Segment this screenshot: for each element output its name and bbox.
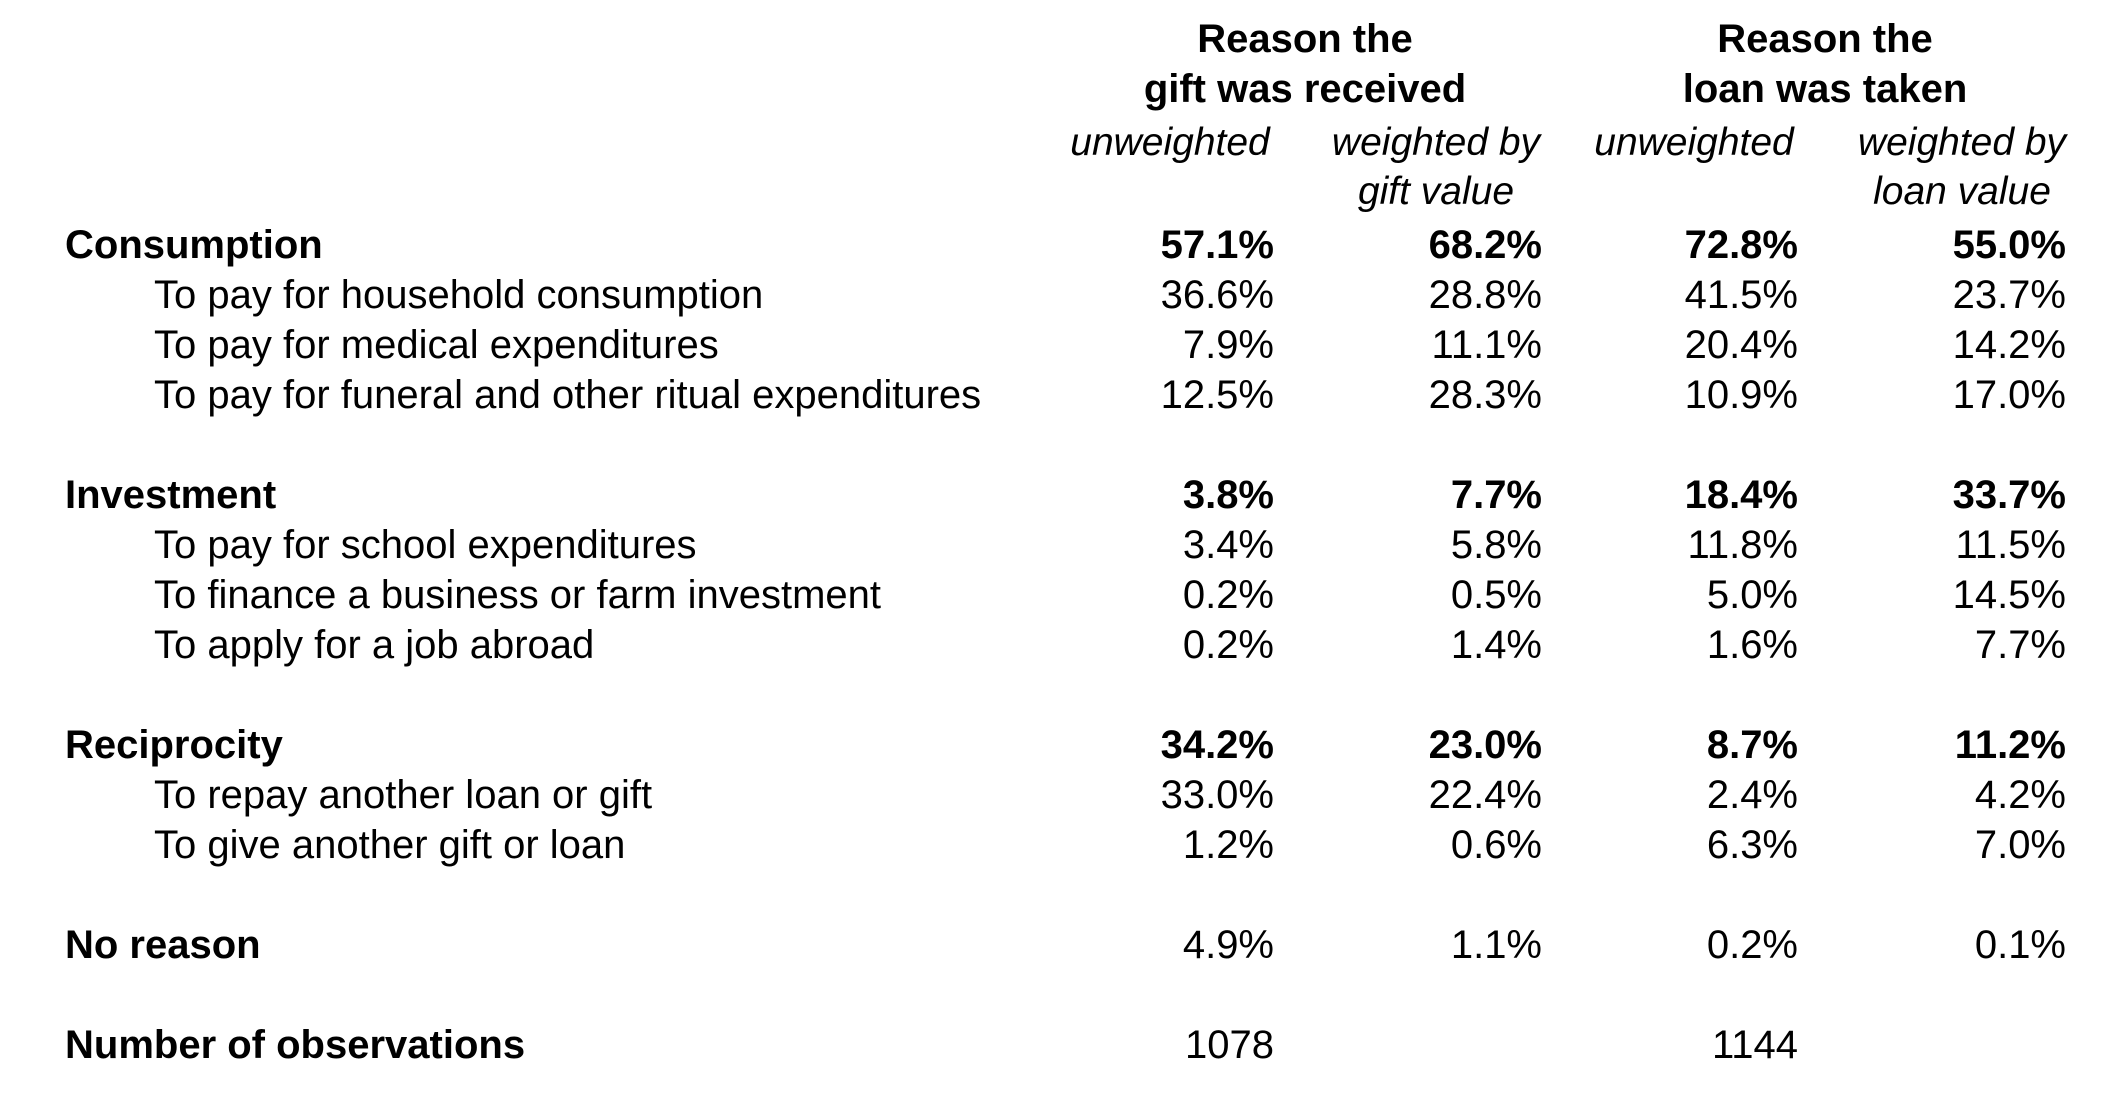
loan-group-header-line-1: Reason the: [1717, 17, 1933, 61]
table-row: To pay for household consumption 36.6% 2…: [0, 270, 2112, 320]
gift-unweighted-cell: 57.1%: [1160, 223, 1274, 267]
gift-group-header-line-1: Reason the: [1197, 17, 1413, 61]
gift-weighted-cell: 23.0%: [1428, 723, 1542, 767]
gift-unweighted-cell: 36.6%: [1160, 273, 1274, 317]
loan-weighted-cell: 0.1%: [1974, 923, 2066, 967]
gift-unweighted-cell: 3.4%: [1182, 523, 1274, 567]
gift-weighted-cell: 68.2%: [1428, 223, 1542, 267]
loan-unweighted-cell: 0.2%: [1706, 923, 1798, 967]
row-label: Reciprocity: [65, 723, 283, 767]
row-label: Number of observations: [65, 1023, 526, 1067]
loan-group-header: Reason the loan was taken: [1560, 14, 2090, 114]
table-row-investment: Investment 3.8% 7.7% 18.4% 33.7%: [0, 470, 2112, 520]
gift-unweighted-cell: 7.9%: [1182, 323, 1274, 367]
loan-weighted-cell: 4.2%: [1974, 773, 2066, 817]
table-row: To finance a business or farm investment…: [0, 570, 2112, 620]
loan-unweighted-cell: 5.0%: [1706, 573, 1798, 617]
table-row: To repay another loan or gift 33.0% 22.4…: [0, 770, 2112, 820]
loan-unweighted-cell: 10.9%: [1684, 373, 1798, 417]
loan-weighted-header: weighted by loan value: [1826, 118, 2098, 216]
row-label: To pay for school expenditures: [154, 523, 697, 567]
loan-unweighted-header: unweighted: [1576, 118, 1812, 167]
loan-group-header-line-2: loan was taken: [1682, 67, 1968, 111]
gift-weighted-header: weighted by gift value: [1300, 118, 1572, 216]
gift-weighted-cell: 0.5%: [1450, 573, 1542, 617]
loan-weighted-cell: 14.5%: [1952, 573, 2066, 617]
loan-weighted-cell: 55.0%: [1952, 223, 2066, 267]
loan-unweighted-cell: 1.6%: [1706, 623, 1798, 667]
table-row: To pay for school expenditures 3.4% 5.8%…: [0, 520, 2112, 570]
gift-weighted-cell: 1.1%: [1450, 923, 1542, 967]
row-label: To pay for funeral and other ritual expe…: [154, 373, 982, 417]
gift-unweighted-cell: 0.2%: [1182, 573, 1274, 617]
loan-weighted-cell: 14.2%: [1952, 323, 2066, 367]
gift-weighted-cell: 5.8%: [1450, 523, 1542, 567]
row-label: To apply for a job abroad: [154, 623, 595, 667]
gift-unweighted-header: unweighted: [1052, 118, 1288, 167]
gift-weighted-cell: 11.1%: [1431, 323, 1542, 367]
loan-weighted-cell: 11.5%: [1955, 523, 2066, 567]
loan-unweighted-cell: 18.4%: [1684, 473, 1798, 517]
gift-weighted-cell: 0.6%: [1450, 823, 1542, 867]
row-label: To finance a business or farm investment: [154, 573, 882, 617]
loan-weighted-cell: 23.7%: [1952, 273, 2066, 317]
gift-unweighted-cell: 3.8%: [1182, 473, 1274, 517]
row-label: To repay another loan or gift: [154, 773, 653, 817]
loan-unweighted-cell: 41.5%: [1684, 273, 1798, 317]
loan-weighted-cell: 11.2%: [1954, 723, 2066, 767]
gift-unweighted-cell: 1.2%: [1182, 823, 1274, 867]
gift-group-header-line-2: gift was received: [1143, 67, 1467, 111]
loan-unweighted-cell: 11.8%: [1687, 523, 1798, 567]
gift-unweighted-cell: 12.5%: [1160, 373, 1274, 417]
table-row: To pay for funeral and other ritual expe…: [0, 370, 2112, 420]
row-label: To pay for household consumption: [154, 273, 764, 317]
gift-weighted-line-1: weighted by: [1331, 121, 1541, 164]
table-row: To pay for medical expenditures 7.9% 11.…: [0, 320, 2112, 370]
gift-observations-cell: 1078: [1185, 1023, 1274, 1067]
loan-weighted-cell: 33.7%: [1952, 473, 2066, 517]
row-label: To give another gift or loan: [154, 823, 626, 867]
row-label: Investment: [65, 473, 277, 517]
gift-unweighted-cell: 0.2%: [1182, 623, 1274, 667]
gift-unweighted-cell: 33.0%: [1160, 773, 1274, 817]
table-row-observations: Number of observations 1078 1144: [0, 1020, 2112, 1070]
gift-weighted-cell: 7.7%: [1450, 473, 1542, 517]
gift-weighted-cell: 1.4%: [1450, 623, 1542, 667]
row-label: No reason: [65, 923, 261, 967]
row-label: To pay for medical expenditures: [154, 323, 719, 367]
gift-group-header: Reason the gift was received: [1040, 14, 1570, 114]
loan-unweighted-cell: 8.7%: [1706, 723, 1798, 767]
loan-weighted-cell: 7.0%: [1974, 823, 2066, 867]
loan-observations-cell: 1144: [1711, 1023, 1798, 1067]
loan-unweighted-cell: 20.4%: [1684, 323, 1798, 367]
table-row-reciprocity: Reciprocity 34.2% 23.0% 8.7% 11.2%: [0, 720, 2112, 770]
loan-unweighted-label: unweighted: [1594, 121, 1794, 164]
table-row: To give another gift or loan 1.2% 0.6% 6…: [0, 820, 2112, 870]
row-label: Consumption: [65, 223, 323, 267]
loan-unweighted-cell: 72.8%: [1684, 223, 1798, 267]
loan-weighted-cell: 7.7%: [1974, 623, 2066, 667]
gift-unweighted-label: unweighted: [1070, 121, 1270, 164]
loan-weighted-line-2: loan value: [1873, 170, 2051, 213]
gift-weighted-cell: 22.4%: [1428, 773, 1542, 817]
gift-unweighted-cell: 4.9%: [1182, 923, 1274, 967]
loan-unweighted-cell: 2.4%: [1706, 773, 1798, 817]
gift-weighted-cell: 28.3%: [1428, 373, 1542, 417]
table-row-consumption: Consumption 57.1% 68.2% 72.8% 55.0%: [0, 220, 2112, 270]
loan-weighted-line-1: weighted by: [1857, 121, 2067, 164]
gift-unweighted-cell: 34.2%: [1160, 723, 1274, 767]
table-row-no-reason: No reason 4.9% 1.1% 0.2% 0.1%: [0, 920, 2112, 970]
gift-weighted-line-2: gift value: [1357, 170, 1515, 213]
table-row: To apply for a job abroad 0.2% 1.4% 1.6%…: [0, 620, 2112, 670]
loan-unweighted-cell: 6.3%: [1706, 823, 1798, 867]
loan-weighted-cell: 17.0%: [1952, 373, 2066, 417]
gift-weighted-cell: 28.8%: [1428, 273, 1542, 317]
